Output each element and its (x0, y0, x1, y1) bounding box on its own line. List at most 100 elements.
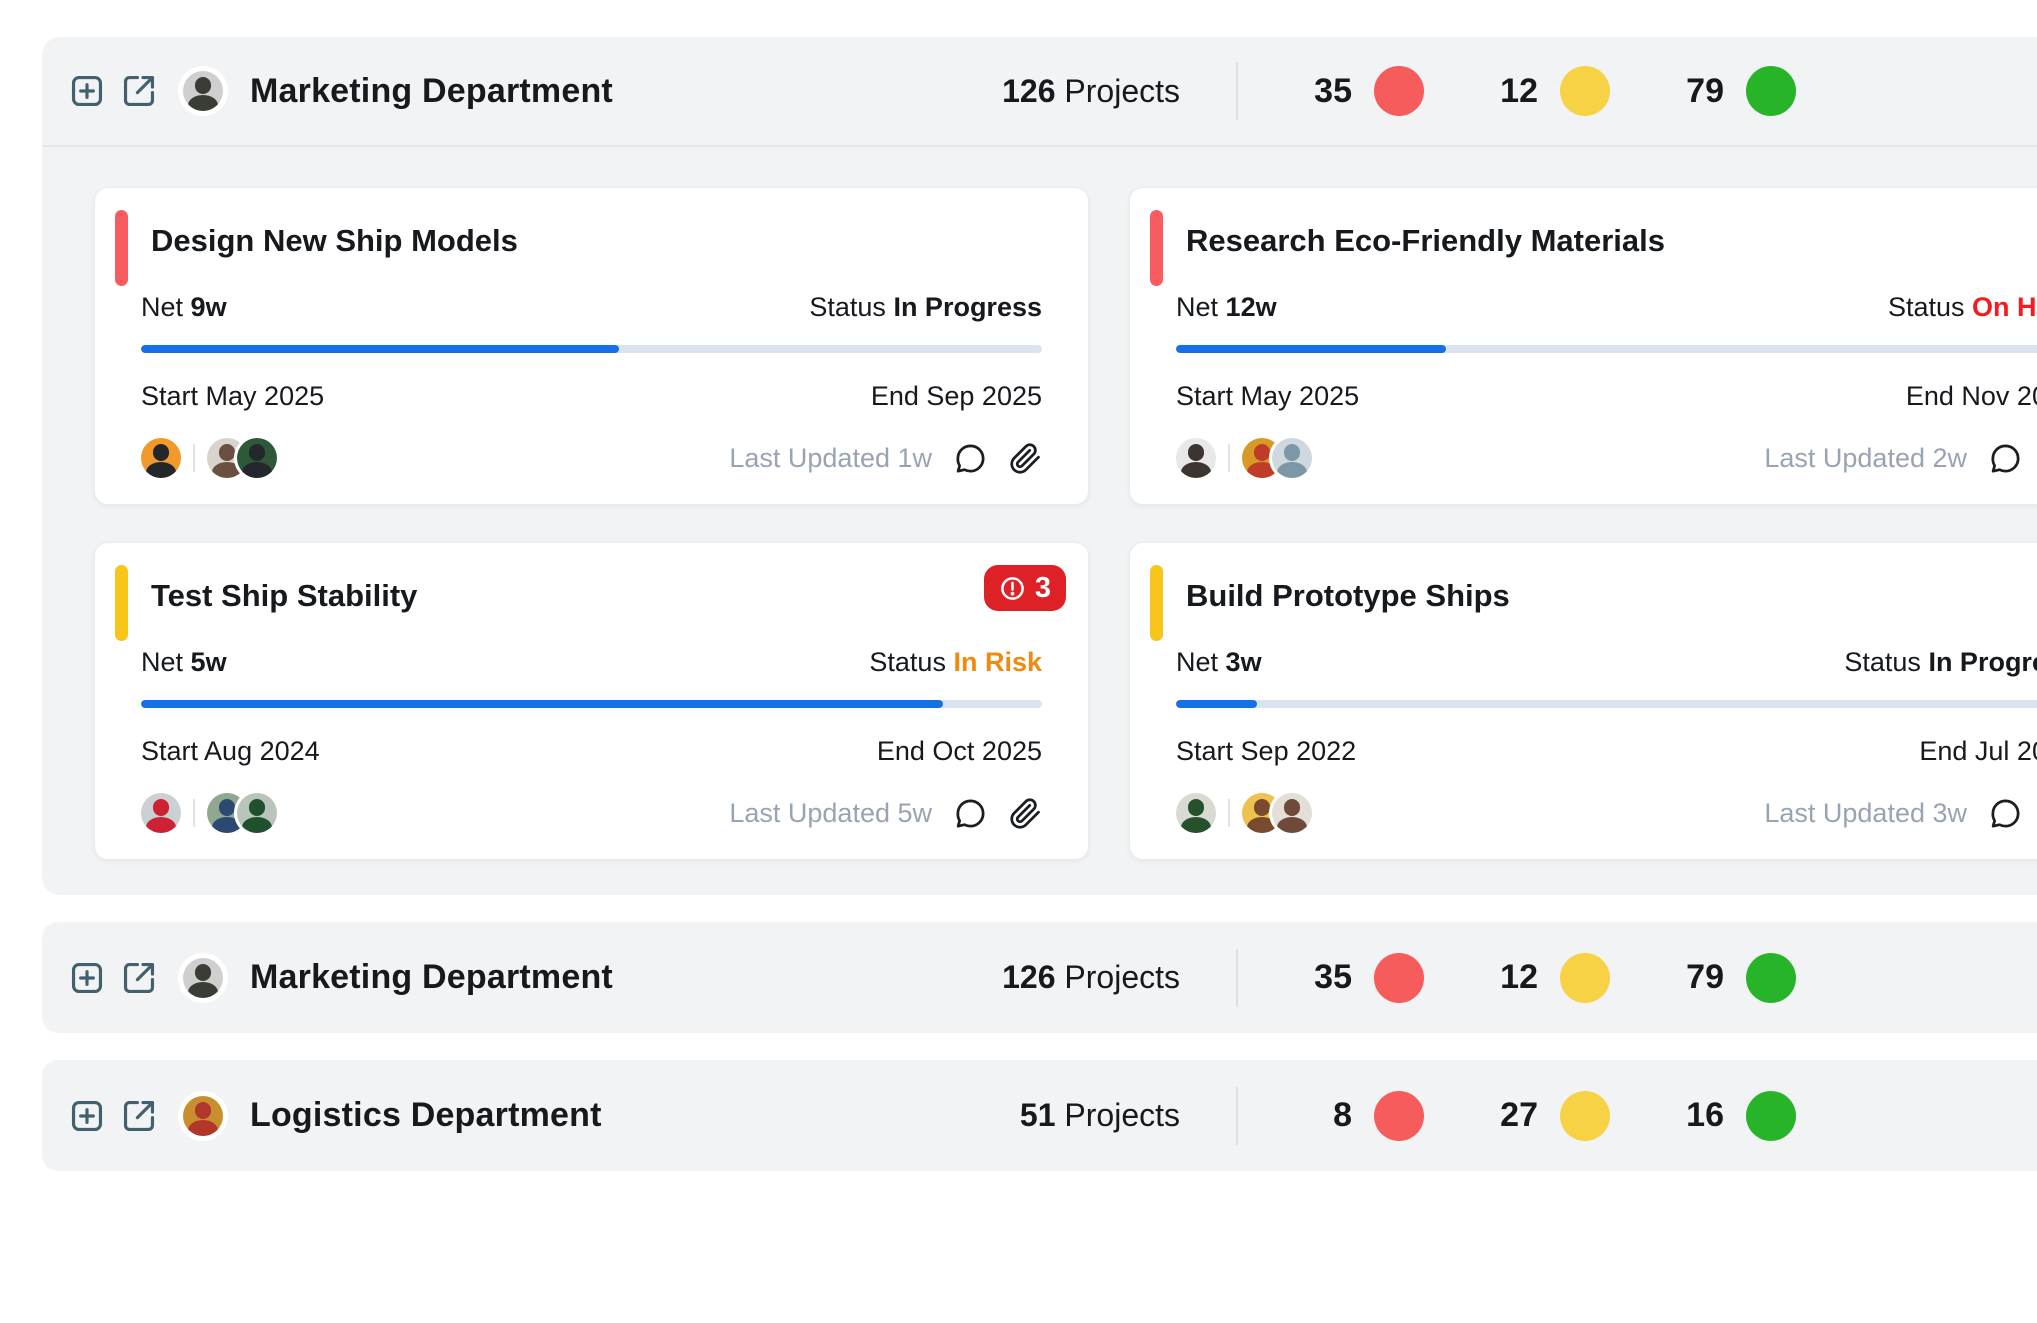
projects-count: 126 Projects (1002, 959, 1180, 995)
divider (193, 444, 195, 472)
start-date: Start Sep 2022 (1176, 736, 1357, 766)
progress-fill (1176, 345, 1447, 353)
stat-yellow: 12 (1460, 952, 1610, 1003)
project-card[interactable]: Design New Ship Models Net 9w Status In … (94, 187, 1089, 505)
stat-red: 35 (1274, 952, 1424, 1003)
comments-icon[interactable] (954, 442, 987, 475)
divider (1236, 948, 1238, 1007)
alerts-badge[interactable]: 3 (983, 565, 1066, 611)
divider (1228, 799, 1230, 827)
net-duration: Net 9w (141, 292, 227, 322)
project-title: Test Ship Stability (151, 578, 418, 613)
divider (1236, 62, 1238, 120)
stat-yellow: 27 (1460, 1090, 1610, 1141)
avatar (1176, 438, 1216, 478)
project-card[interactable]: Research Eco-Friendly Materials Net 12w … (1129, 187, 2037, 505)
avatar (237, 793, 277, 833)
start-date: Start Aug 2024 (141, 736, 320, 766)
end-date: End Jul 2025 (1919, 736, 2037, 766)
project-status: Status In Risk (869, 647, 1042, 677)
red-status-dot (1374, 66, 1424, 116)
comments-icon[interactable] (1989, 442, 2022, 475)
red-status-dot (1374, 952, 1424, 1003)
green-status-dot (1746, 66, 1796, 116)
status-stats: 35 12 79 (1274, 66, 1796, 116)
project-status: Status On Hold (1887, 292, 2037, 322)
yellow-status-dot (1560, 1090, 1610, 1141)
attachment-icon[interactable] (1009, 797, 1042, 830)
department-row-logistics[interactable]: Logistics Department 51 Projects 8 27 16 (42, 1060, 2037, 1171)
last-updated: Last Updated 2w (1764, 442, 1967, 473)
yellow-status-dot (1560, 952, 1610, 1003)
progress-bar (1176, 345, 2037, 353)
assignee-avatars[interactable] (141, 793, 277, 833)
department-section-marketing: Marketing Department 126 Projects 35 12 … (42, 37, 2037, 895)
last-updated: Last Updated 3w (1764, 797, 1967, 828)
open-external-button[interactable] (120, 959, 158, 997)
green-status-dot (1746, 952, 1796, 1003)
department-title: Marketing Department (250, 958, 613, 996)
avatar (141, 438, 181, 478)
department-avatar (183, 957, 223, 998)
end-date: End Sep 2025 (870, 381, 1042, 411)
project-title: Design New Ship Models (151, 223, 518, 258)
department-title: Marketing Department (250, 71, 613, 110)
department-row-marketing[interactable]: Marketing Department 126 Projects 35 12 … (42, 922, 2037, 1033)
stat-red: 35 (1274, 66, 1424, 116)
green-status-dot (1746, 1090, 1796, 1141)
divider (1236, 1086, 1238, 1145)
assignee-avatars[interactable] (1176, 793, 1312, 833)
project-status: Status In Progress (1844, 647, 2037, 677)
start-date: Start May 2025 (1176, 381, 1360, 411)
stat-green: 79 (1646, 952, 1796, 1003)
priority-accent-bar (1150, 565, 1163, 641)
page: Marketing Department 126 Projects 35 12 … (0, 37, 2037, 1171)
department-avatar (183, 71, 223, 111)
progress-fill (141, 700, 943, 708)
net-duration: Net 3w (1176, 647, 1262, 677)
divider (193, 799, 195, 827)
comments-icon[interactable] (954, 797, 987, 830)
comments-icon[interactable] (1989, 797, 2022, 830)
priority-accent-bar (115, 210, 128, 286)
avatar (1272, 793, 1312, 833)
project-title: Research Eco-Friendly Materials (1186, 223, 1665, 258)
net-duration: Net 5w (141, 647, 227, 677)
last-updated: Last Updated 5w (729, 797, 932, 828)
yellow-status-dot (1560, 66, 1610, 116)
expand-button[interactable] (68, 959, 106, 997)
open-external-button[interactable] (120, 1097, 158, 1135)
assignee-avatars[interactable] (1176, 438, 1312, 478)
project-title: Build Prototype Ships (1186, 578, 1510, 613)
project-cards-grid: Design New Ship Models Net 9w Status In … (42, 147, 2037, 895)
attachment-icon[interactable] (1009, 442, 1042, 475)
department-header-marketing[interactable]: Marketing Department 126 Projects 35 12 … (42, 37, 2037, 147)
projects-count: 126 Projects (1002, 72, 1180, 109)
stat-green: 79 (1646, 66, 1796, 116)
stat-red: 8 (1274, 1090, 1424, 1141)
alert-icon (1000, 576, 1024, 600)
progress-bar (141, 700, 1042, 708)
avatar (141, 793, 181, 833)
project-card[interactable]: Build Prototype Ships Net 3w Status In P… (1129, 542, 2037, 860)
status-stats: 8 27 16 (1274, 1090, 1796, 1141)
open-external-button[interactable] (120, 72, 158, 110)
stat-green: 16 (1646, 1090, 1796, 1141)
assignee-avatars[interactable] (141, 438, 277, 478)
progress-bar (1176, 700, 2037, 708)
progress-fill (141, 345, 619, 353)
end-date: End Nov 2025 (1905, 381, 2037, 411)
expand-button[interactable] (68, 1097, 106, 1135)
avatar (237, 438, 277, 478)
project-status: Status In Progress (809, 292, 1042, 322)
avatar (1176, 793, 1216, 833)
stat-yellow: 12 (1460, 66, 1610, 116)
priority-accent-bar (1150, 210, 1163, 286)
progress-bar (141, 345, 1042, 353)
priority-accent-bar (115, 565, 128, 641)
divider (1228, 444, 1230, 472)
projects-count: 51 Projects (1019, 1097, 1180, 1133)
project-card[interactable]: Test Ship Stability 3 Net 5w Status In R… (94, 542, 1089, 860)
expand-button[interactable] (68, 72, 106, 110)
red-status-dot (1374, 1090, 1424, 1141)
